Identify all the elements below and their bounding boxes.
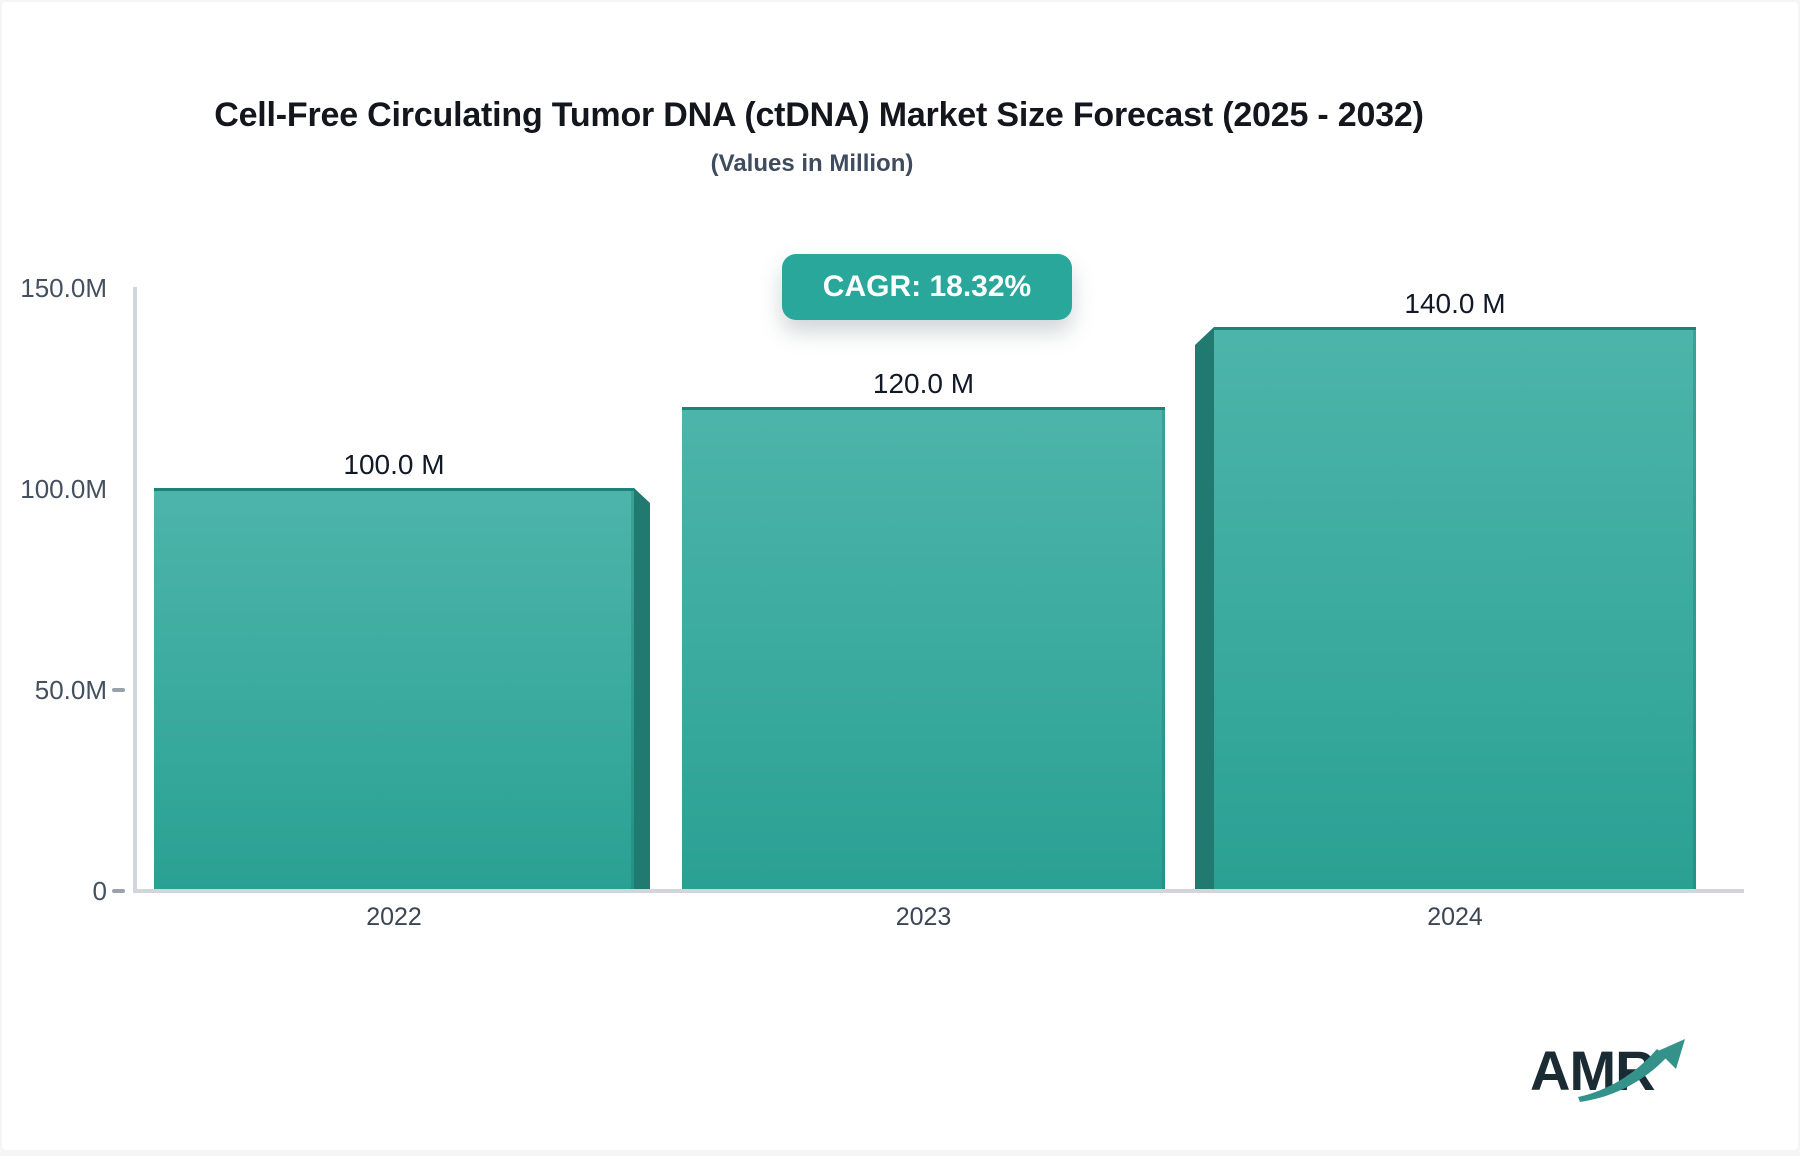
bar-3d-side-2022 bbox=[634, 488, 650, 889]
x-axis-label-2023: 2023 bbox=[895, 903, 952, 931]
chart-subtitle: (Values in Million) bbox=[710, 150, 914, 177]
bar-value-label-2022: 100.0 M bbox=[343, 449, 445, 480]
x-axis-label-2024: 2024 bbox=[1427, 903, 1483, 931]
bar-2022 bbox=[154, 488, 634, 889]
x-axis-line bbox=[133, 889, 1744, 893]
y-axis-label-0: 0 bbox=[92, 876, 107, 906]
y-axis-label-50m: 50.0M bbox=[34, 675, 107, 705]
chart-title: Cell-Free Circulating Tumor DNA (ctDNA) … bbox=[214, 96, 1424, 134]
y-tick-50m bbox=[112, 688, 125, 692]
bar-2023 bbox=[682, 407, 1165, 889]
y-tick-0 bbox=[112, 889, 125, 893]
y-axis-label-100m: 100.0M bbox=[20, 474, 107, 504]
bar-2024 bbox=[1214, 327, 1696, 889]
amr-logo-arrowhead-icon bbox=[1658, 1039, 1685, 1069]
bar-value-label-2023: 120.0 M bbox=[872, 368, 975, 399]
bar-value-label-2024: 140.0 M bbox=[1404, 288, 1506, 319]
y-axis-label-150m: 150.0M bbox=[20, 273, 107, 303]
bar-3d-side-2024 bbox=[1195, 327, 1214, 889]
amr-logo: AMR bbox=[1530, 1039, 1685, 1102]
x-axis-label-2022: 2022 bbox=[366, 903, 422, 931]
y-axis-line bbox=[133, 287, 137, 893]
cagr-badge: CAGR: 18.32% bbox=[782, 254, 1072, 320]
amr-logo-swoosh-icon bbox=[1578, 1049, 1667, 1102]
